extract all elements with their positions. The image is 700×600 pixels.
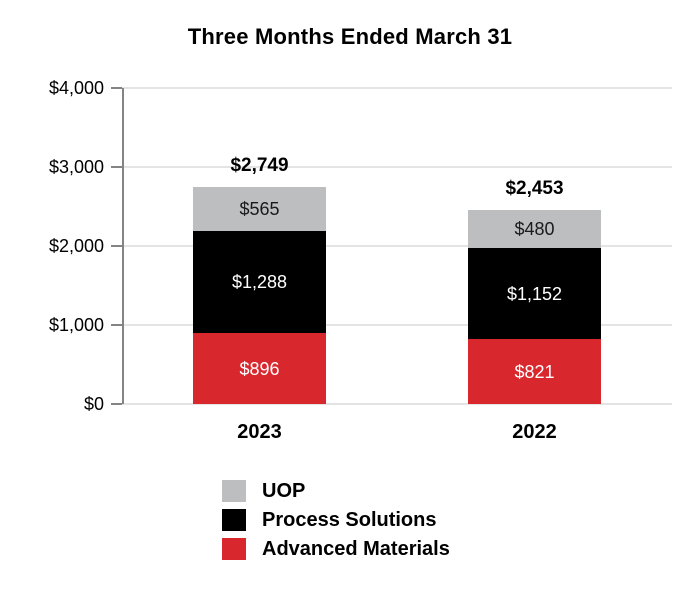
segment-value-label: $1,152	[506, 283, 563, 304]
legend-item-process-solutions: Process Solutions	[222, 509, 450, 531]
legend-swatch	[222, 538, 246, 560]
segment-value-label: $480	[514, 219, 555, 240]
y-tick-label: $4,000	[48, 78, 104, 98]
x-axis-label: 2022	[512, 421, 557, 443]
bar-2022: $821 $1,152 $480 $2,453	[468, 88, 601, 404]
y-axis-line	[122, 88, 124, 404]
y-axis-tick	[111, 87, 122, 89]
segment-value-label: $896	[239, 358, 280, 379]
legend-swatch	[222, 509, 246, 531]
bar-segment-uop: $480	[468, 210, 601, 249]
gridline	[122, 166, 672, 168]
gridline	[122, 87, 672, 89]
legend-item-advanced-materials: Advanced Materials	[222, 538, 450, 560]
bar-segment-advanced-materials: $821	[468, 339, 601, 404]
legend-item-uop: UOP	[222, 480, 450, 502]
legend-label: Advanced Materials	[262, 538, 450, 560]
segment-value-label: $1,288	[231, 272, 288, 293]
y-axis-tick	[111, 324, 122, 326]
y-tick-label: $3,000	[48, 157, 104, 177]
legend-swatch	[222, 480, 246, 502]
bar-segment-process-solutions: $1,152	[468, 248, 601, 340]
plot-area: $896 $1,288 $565 $2,749 2023 $821 $1,152 $480 $2…	[111, 87, 672, 443]
y-axis-tick	[111, 245, 122, 247]
x-axis-label: 2023	[237, 421, 282, 443]
bar-segment-process-solutions: $1,288	[193, 231, 326, 334]
bar-total-label: $2,453	[505, 178, 564, 200]
bar-segment-uop: $565	[193, 186, 326, 232]
y-axis-tick	[111, 166, 122, 168]
y-tick-label: $0	[83, 394, 104, 414]
legend-label: Process Solutions	[262, 509, 437, 531]
gridline	[122, 245, 672, 247]
y-axis-tick	[111, 403, 122, 405]
legend-label: UOP	[262, 480, 306, 502]
bar-segment-advanced-materials: $896	[193, 333, 326, 404]
bar-2023: $896 $1,288 $565 $2,749	[193, 88, 326, 404]
gridline	[122, 403, 672, 405]
chart-title: Three Months Ended March 31	[187, 24, 513, 49]
bar-total-label: $2,749	[230, 154, 289, 176]
segment-value-label: $565	[239, 199, 280, 220]
segment-value-label: $821	[514, 361, 555, 382]
legend: UOP Process Solutions Advanced Materials	[222, 480, 450, 560]
y-tick-label: $2,000	[48, 236, 104, 256]
y-tick-label: $1,000	[48, 315, 104, 335]
gridline	[122, 324, 672, 326]
